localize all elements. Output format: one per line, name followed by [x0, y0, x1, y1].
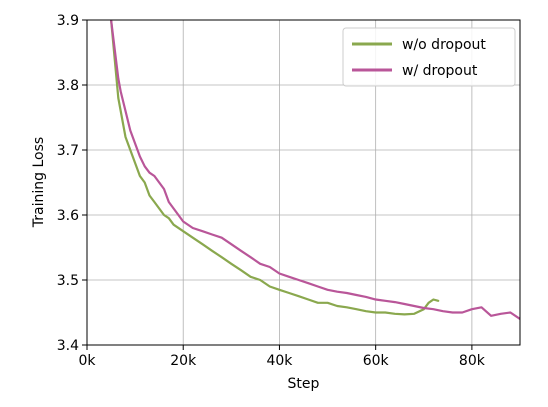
- y-tick-label: 3.8: [57, 78, 79, 94]
- x-tick-label: 60k: [363, 353, 390, 369]
- y-tick-label: 3.4: [57, 338, 79, 354]
- series-lines: [110, 20, 520, 321]
- legend: w/o dropout w/ dropout: [342, 27, 516, 87]
- x-axis-label: Step: [288, 376, 320, 392]
- y-tick-label: 3.7: [57, 143, 79, 159]
- legend-label-w-dropout: w/ dropout: [402, 63, 478, 79]
- x-tick-label: 20k: [170, 353, 197, 369]
- x-axis-ticks: 0k 20k 40k 60k 80k: [78, 345, 486, 369]
- series-line-w-dropout: [110, 20, 520, 321]
- series-line-wo-dropout: [110, 20, 440, 316]
- x-tick-label: 80k: [459, 353, 486, 369]
- y-axis-ticks: 3.4 3.5 3.6 3.7 3.8 3.9: [57, 13, 87, 354]
- y-axis-label: Training Loss: [31, 137, 47, 228]
- x-tick-label: 40k: [266, 353, 293, 369]
- y-tick-label: 3.9: [57, 13, 79, 29]
- y-tick-label: 3.5: [57, 273, 79, 289]
- y-tick-label: 3.6: [57, 208, 79, 224]
- plot-frame: [86, 19, 521, 346]
- legend-label-wo-dropout: w/o dropout: [402, 37, 486, 53]
- x-tick-label: 0k: [78, 353, 96, 369]
